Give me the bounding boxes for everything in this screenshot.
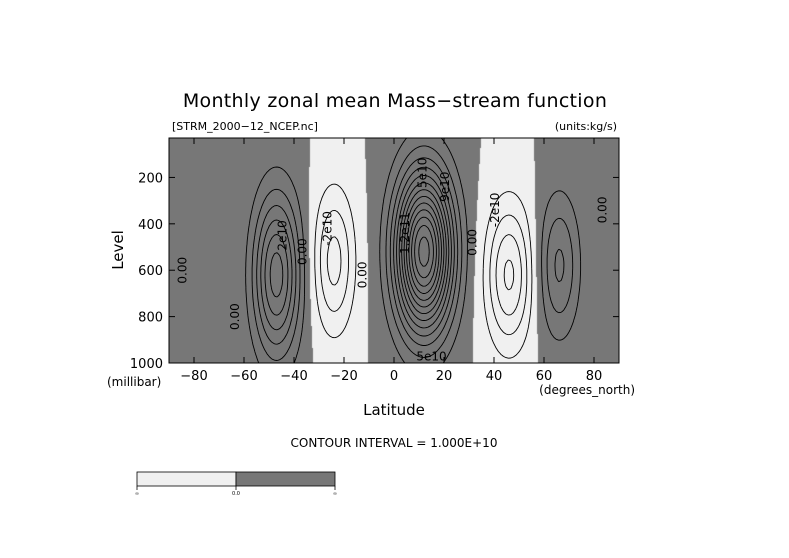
y-axis-ticks: 200 400 600 800 1000 xyxy=(130,171,619,372)
x-axis-ticks: −80 −60 −40 −20 0 20 40 60 80 xyxy=(180,138,602,384)
contour-line-positive xyxy=(264,174,452,329)
colorbar-label-zero: 0.0 xyxy=(232,491,240,497)
chart-title: Monthly zonal mean Mass−stream function xyxy=(183,90,607,112)
x-axis-unit: (degrees_north) xyxy=(539,383,635,397)
contour-line-negative xyxy=(503,259,515,291)
contour-interval-text: CONTOUR INTERVAL = 1.000E+10 xyxy=(291,436,498,450)
contour-label: -2e10 xyxy=(488,193,502,228)
contour-line-positive xyxy=(251,145,574,361)
colorbar: ∞ 0.0 ∞ xyxy=(135,471,337,497)
contour-line-positive xyxy=(256,157,565,346)
chart-subtitle-file: [STRM_2000−12_NCEP.nc] xyxy=(172,120,318,133)
colorbar-label-max: ∞ xyxy=(333,491,337,497)
contour-line-positive xyxy=(414,225,434,279)
colorbar-positive-segment xyxy=(235,471,336,487)
y-tick-label: 800 xyxy=(138,311,163,326)
contour-label: 0.00 xyxy=(596,197,610,224)
contour-label: 2e10 xyxy=(276,220,290,250)
x-tick-label: 40 xyxy=(486,369,503,384)
contour-label: 9e10 xyxy=(438,172,452,202)
x-tick-label: 20 xyxy=(436,369,453,384)
contour-line-positive xyxy=(260,166,455,337)
contour-line-negative xyxy=(319,209,528,336)
x-tick-label: −20 xyxy=(330,369,357,384)
contour-line-positive xyxy=(411,216,437,287)
contour-label: 0.00 xyxy=(176,257,190,284)
chart-subtitle-units: (units:kg/s) xyxy=(555,120,617,133)
contour-label: 5e10 xyxy=(416,350,446,364)
x-tick-label: 80 xyxy=(586,369,603,384)
contour-label: 0.00 xyxy=(466,229,480,256)
contour-line-positive xyxy=(406,202,442,301)
y-tick-label: 200 xyxy=(138,171,163,186)
y-axis-unit: (millibar) xyxy=(107,375,161,389)
y-tick-label: 600 xyxy=(138,264,163,279)
contour-lines xyxy=(245,138,582,363)
contour-line-positive xyxy=(408,209,440,294)
contour-line-positive xyxy=(401,189,447,315)
contour-label: 1.2e11 xyxy=(398,212,412,254)
contour-line-negative xyxy=(326,234,522,316)
contour-label: -2e10 xyxy=(321,211,335,246)
x-tick-label: 60 xyxy=(536,369,553,384)
contour-label: 0.00 xyxy=(296,238,310,265)
contour-line-positive xyxy=(245,138,582,363)
colorbar-label-min: ∞ xyxy=(135,491,139,497)
contour-line-positive xyxy=(403,195,445,308)
x-tick-label: −60 xyxy=(230,369,257,384)
contour-line-negative xyxy=(314,183,533,359)
y-tick-label: 1000 xyxy=(130,357,163,372)
y-tick-label: 400 xyxy=(138,218,163,233)
y-axis-label: Level xyxy=(109,230,127,270)
contour-line-positive xyxy=(418,236,430,267)
contour-label: 5e10 xyxy=(416,158,430,188)
contour-label: 0.00 xyxy=(228,303,242,330)
contour-labels: 0.00 0.00 2e10 0.00 -2e10 0.00 1.2e11 5e10 9e10 0… xyxy=(176,158,610,364)
x-tick-label: −80 xyxy=(180,369,207,384)
colorbar-negative-segment xyxy=(136,471,237,487)
contour-line-positive xyxy=(269,182,450,321)
x-tick-label: −40 xyxy=(280,369,307,384)
x-tick-label: 0 xyxy=(390,369,398,384)
x-axis-label: Latitude xyxy=(363,401,425,419)
plot-area: 0.00 0.00 2e10 0.00 -2e10 0.00 1.2e11 5e10 9e10 0… xyxy=(168,137,620,364)
contour-label: 0.00 xyxy=(356,261,370,288)
